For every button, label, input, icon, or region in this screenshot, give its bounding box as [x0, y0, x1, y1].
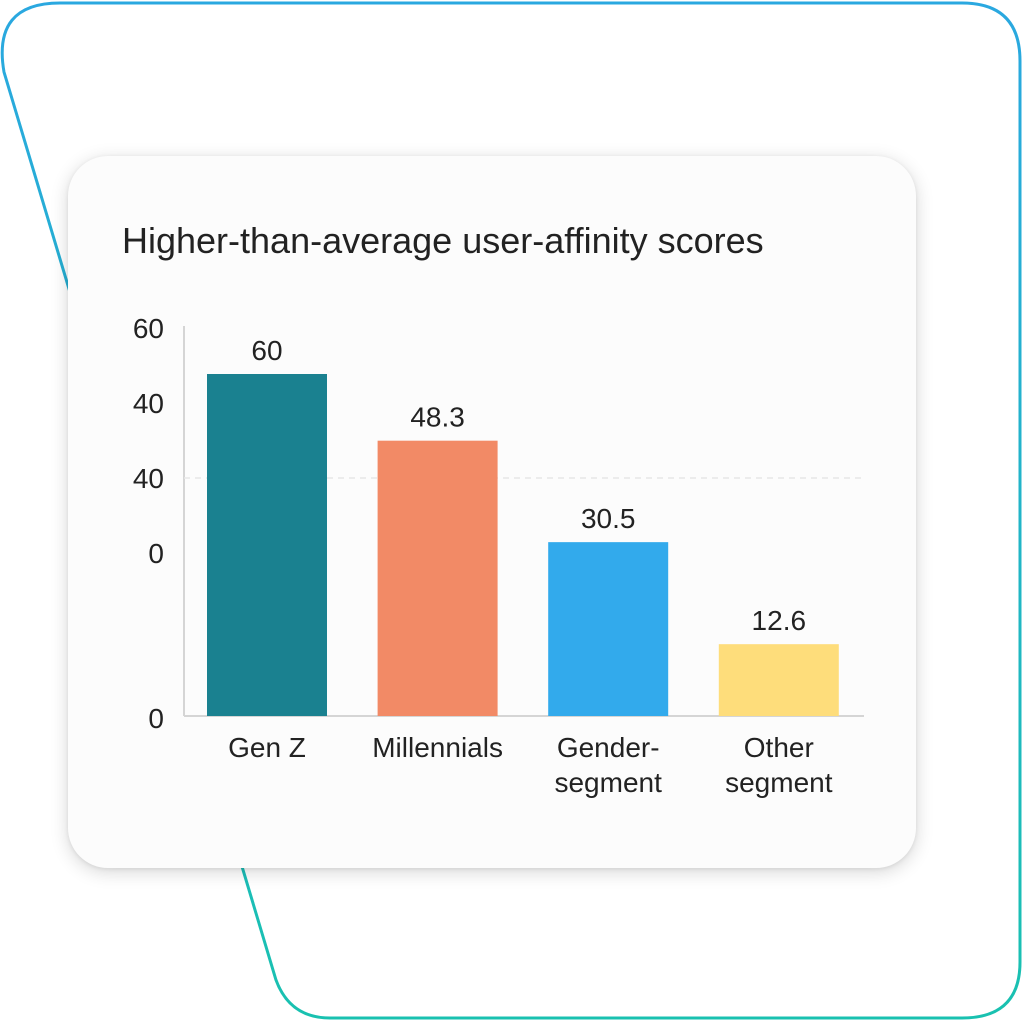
y-tick-label: 0 — [148, 538, 164, 569]
x-tick-label: Gen Z — [228, 732, 306, 763]
x-tick-label: Millennials — [372, 732, 503, 763]
y-tick-label: 60 — [133, 313, 164, 344]
bar — [377, 440, 498, 716]
data-label: 60 — [251, 335, 282, 366]
bar-chart: 60 40 40 0 0 60 Gen Z 48.3 Millennials 30.5 Gender… — [133, 313, 864, 798]
data-label: 48.3 — [410, 402, 465, 433]
bar — [548, 542, 669, 716]
x-tick-label: Gender- — [557, 732, 660, 763]
bar — [207, 374, 327, 716]
chart-title: Higher-than-average user-affinity scores — [122, 220, 764, 261]
bar — [718, 644, 839, 716]
x-tick-label: segment — [725, 767, 833, 798]
x-tick-label: segment — [554, 767, 662, 798]
x-tick-label: Other — [744, 732, 814, 763]
data-label: 12.6 — [752, 605, 807, 636]
y-tick-label: 40 — [133, 388, 164, 419]
data-label: 30.5 — [581, 503, 636, 534]
y-tick-label: 40 — [133, 463, 164, 494]
y-tick-label: 0 — [148, 703, 164, 734]
chart-card: Higher-than-average user-affinity scores… — [68, 156, 916, 868]
